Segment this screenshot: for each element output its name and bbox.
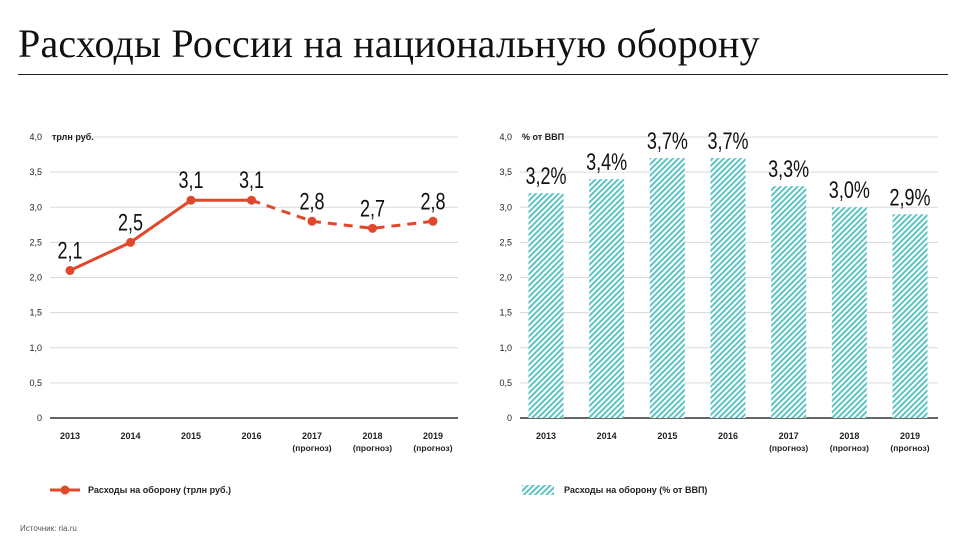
data-label: 2,1 (57, 238, 82, 264)
page-title: Расходы России на национальную оборону (18, 21, 760, 66)
x-tick-note: (прогноз) (890, 443, 929, 453)
data-label: 3,4% (586, 150, 627, 176)
title-divider (18, 74, 948, 75)
y-tick-label: 0,5 (499, 378, 512, 388)
x-tick-label: 2019 (900, 431, 920, 441)
series-line-forecast (251, 198, 434, 230)
y-tick-label: 3,0 (29, 202, 42, 212)
x-tick-note: (прогноз) (830, 443, 869, 453)
y-tick-label: 1,5 (29, 308, 42, 318)
bar (831, 207, 867, 418)
defense-gdp-bar-chart: 0 0,5 1,0 1,5 2,0 2,5 3,0 3,5 4,0 % от ВВП 2013 201… (499, 129, 938, 453)
y-tick-label: 1,5 (499, 308, 512, 318)
y-tick-label: 0 (37, 413, 42, 423)
y-tick-label: 4,0 (29, 132, 42, 142)
x-tick-label: 2013 (60, 431, 80, 441)
data-label: 2,8 (299, 189, 324, 215)
y-tick-label: 2,0 (29, 273, 42, 283)
y-tick-label: 3,5 (29, 167, 42, 177)
x-tick-note: (прогноз) (292, 443, 331, 453)
defense-spending-line-chart: 0 0,5 1,0 1,5 2,0 2,5 3,0 3,5 4,0 трлн руб. 2013 20… (29, 132, 458, 453)
data-point (65, 265, 75, 275)
y-tick-label: 2,0 (499, 273, 512, 283)
x-tick-label: 2016 (718, 431, 738, 441)
x-tick-label: 2013 (536, 431, 556, 441)
data-point (247, 195, 256, 205)
data-point (428, 216, 438, 226)
y-tick-label: 2,5 (29, 237, 42, 247)
data-point (186, 195, 196, 205)
x-tick-label: 2019 (423, 431, 443, 441)
data-label: 3,0% (829, 178, 870, 204)
data-point (307, 216, 317, 226)
bar (771, 186, 807, 418)
y-tick-label: 3,5 (499, 167, 512, 177)
x-tick-note: (прогноз) (413, 443, 452, 453)
y-unit-label: % от ВВП (522, 132, 564, 142)
bar (589, 179, 625, 418)
y-tick-label: 0,5 (29, 378, 42, 388)
y-tick-label: 1,0 (29, 343, 42, 353)
bar (528, 193, 564, 418)
data-label: 2,8 (420, 189, 445, 215)
data-label: 3,1 (178, 168, 203, 194)
x-tick-label: 2015 (657, 431, 677, 441)
bar-chart-legend: Расходы на оборону (% от ВВП) (522, 484, 707, 496)
data-point (368, 223, 377, 233)
data-label: 3,2% (525, 164, 566, 190)
line-chart-legend: Расходы на оборону (трлн руб.) (50, 484, 231, 496)
x-tick-label: 2014 (597, 431, 617, 441)
y-tick-label: 2,5 (499, 237, 512, 247)
data-label: 2,9% (889, 185, 930, 211)
data-label: 3,7% (647, 129, 688, 155)
bar-legend-label: Расходы на оборону (% от ВВП) (564, 485, 708, 495)
y-tick-label: 4,0 (499, 132, 512, 142)
y-unit-label: трлн руб. (52, 132, 94, 142)
data-label: 2,7 (360, 196, 385, 222)
line-legend-label: Расходы на оборону (трлн руб.) (88, 485, 232, 495)
data-label: 3,3% (768, 157, 809, 183)
bar (710, 158, 746, 418)
x-tick-label: 2018 (839, 431, 859, 441)
y-tick-label: 1,0 (499, 343, 512, 353)
x-tick-label: 2014 (120, 431, 140, 441)
legend-line-marker-icon (50, 485, 80, 495)
series-line-actual (69, 198, 252, 272)
data-point (126, 237, 135, 247)
x-tick-note: (прогноз) (353, 443, 392, 453)
bar (649, 158, 685, 418)
bar (892, 214, 928, 418)
data-label: 2,5 (118, 210, 143, 236)
data-label: 3,7% (707, 129, 748, 155)
y-tick-label: 3,0 (499, 202, 512, 212)
x-tick-note: (прогноз) (769, 443, 808, 453)
source-note: Источник: ria.ru (20, 524, 77, 533)
x-tick-label: 2017 (779, 431, 799, 441)
legend-hatched-bar-icon (522, 485, 554, 495)
x-tick-label: 2018 (362, 431, 382, 441)
y-tick-label: 0 (507, 413, 512, 423)
x-tick-label: 2015 (181, 431, 201, 441)
x-tick-label: 2016 (241, 431, 261, 441)
x-tick-label: 2017 (302, 431, 322, 441)
data-label: 3,1 (239, 168, 264, 194)
